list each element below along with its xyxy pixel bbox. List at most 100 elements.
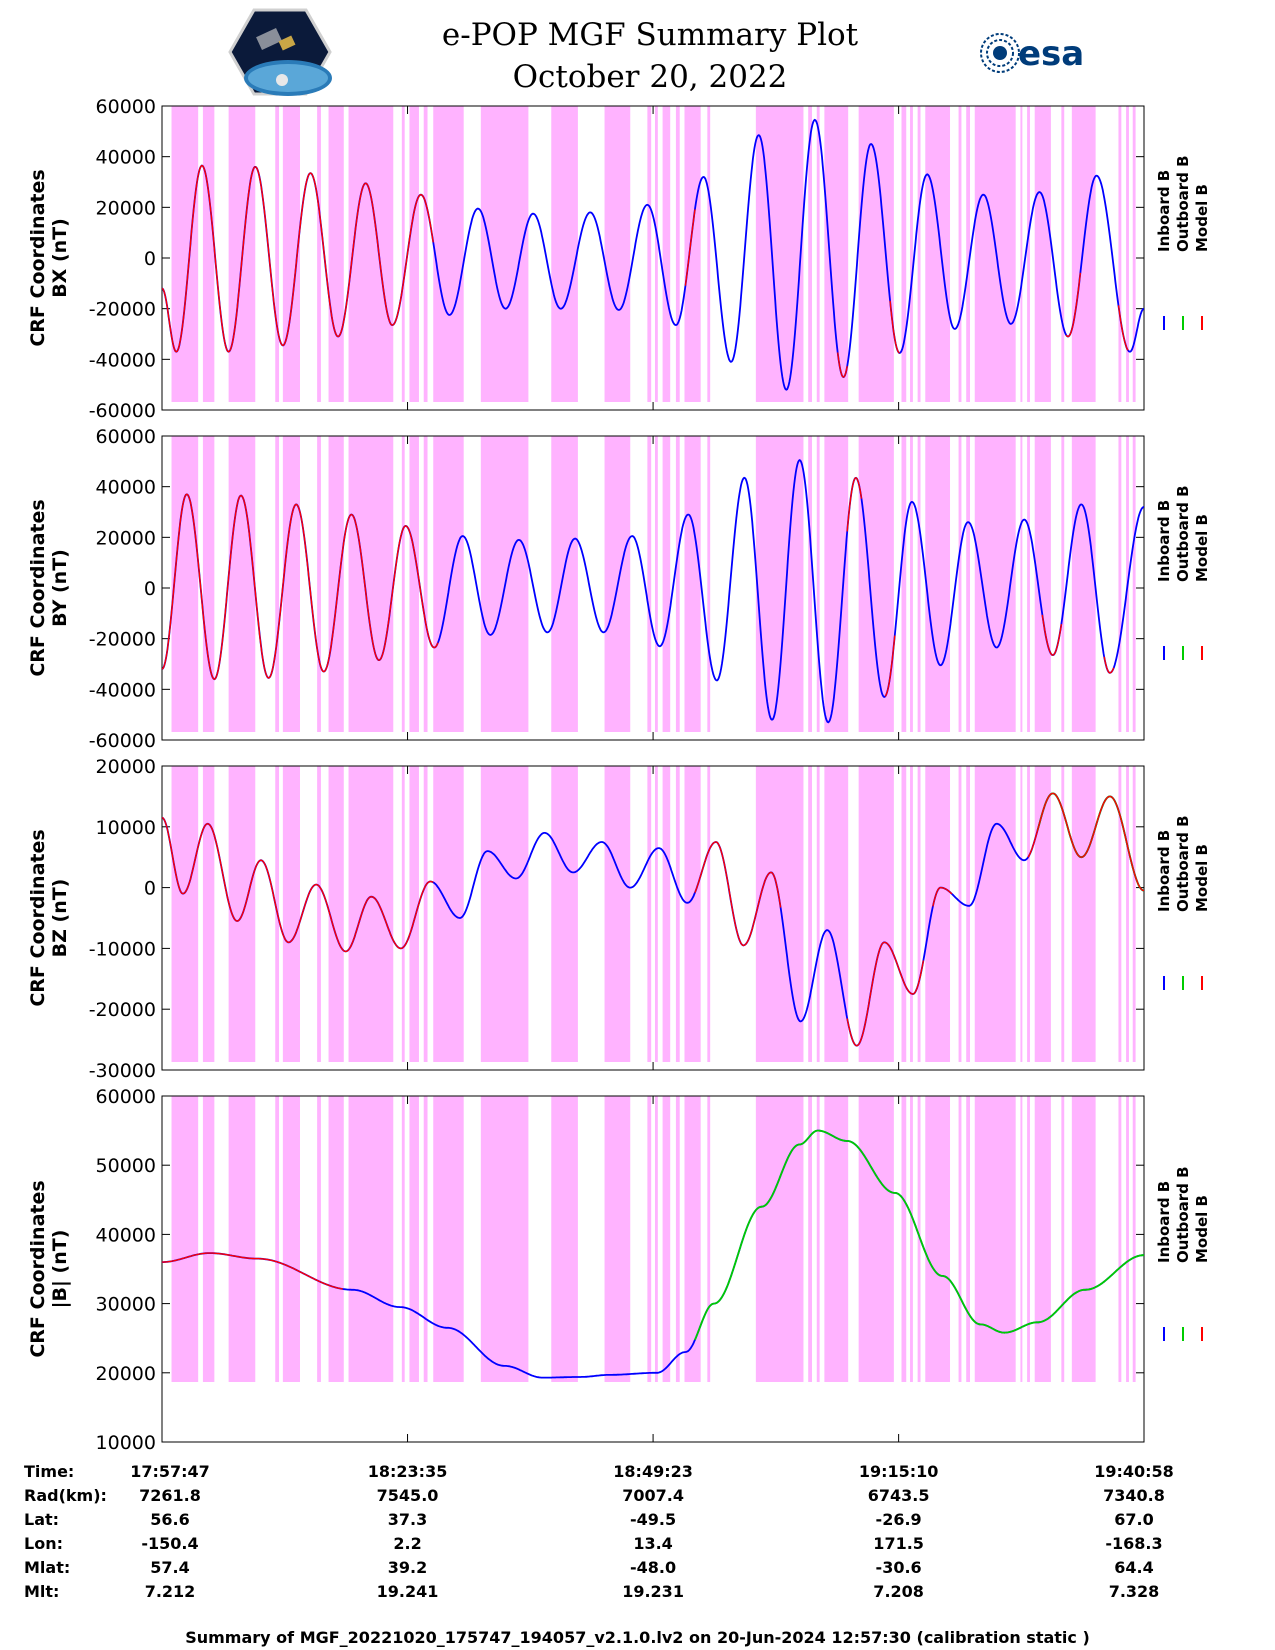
shading-band	[401, 766, 405, 1062]
info-mlat-value: -48.0	[630, 1558, 677, 1577]
rad-label: Rad(km):	[24, 1486, 107, 1505]
y-tick-label: 60000	[96, 428, 156, 448]
shading-band	[1126, 106, 1129, 402]
shading-band	[551, 436, 578, 732]
y-tick-label: -30000	[89, 1060, 156, 1082]
legend-label: Inboard B	[1155, 830, 1173, 912]
shading-band	[647, 436, 652, 732]
y-tick-label: 60000	[96, 1088, 156, 1108]
shading-band	[816, 1096, 820, 1382]
shading-band	[974, 766, 1016, 1062]
model-b-series	[1103, 656, 1115, 674]
shading-band	[1071, 1096, 1096, 1382]
y-tick-label: -10000	[89, 938, 156, 960]
shading-band	[348, 436, 394, 732]
y-axis-label: CRF Coordinates BZ (nT)	[27, 829, 71, 1006]
legend-label: Outboard B	[1174, 485, 1192, 582]
info-mlat-value: 39.2	[387, 1558, 428, 1577]
shading-band	[423, 766, 428, 1062]
info-lat-value: -49.5	[630, 1510, 677, 1529]
y-tick-label: -40000	[89, 679, 156, 701]
shading-band	[348, 1096, 394, 1382]
info-time-value: 19:15:10	[858, 1462, 939, 1481]
shading-band	[675, 106, 680, 402]
y-axis-label-line1: CRF Coordinates	[27, 499, 49, 676]
shading-band	[1132, 1096, 1136, 1382]
shading-band	[433, 766, 464, 1062]
esa-logo: esa	[978, 30, 1102, 76]
shading-band	[328, 766, 344, 1062]
shading-band	[401, 436, 405, 732]
shading-band	[1020, 1096, 1023, 1382]
shading-band	[228, 436, 256, 732]
shading-band	[662, 106, 671, 402]
summary-footer: Summary of MGF_20221020_175747_194057_v2…	[185, 1628, 1090, 1647]
lat-label: Lat:	[24, 1510, 60, 1529]
shading-band	[662, 1096, 671, 1382]
y-tick-label: 0	[144, 248, 156, 270]
info-lon-value: -150.4	[141, 1534, 199, 1553]
legend-label: Outboard B	[1174, 815, 1192, 912]
model-b-series	[846, 476, 863, 532]
shading-band	[202, 106, 215, 402]
info-rad-value: 7545.0	[376, 1486, 439, 1505]
shading-band	[647, 766, 652, 1062]
shading-band	[816, 106, 820, 402]
shading-band	[901, 436, 907, 732]
shading-band	[604, 1096, 631, 1382]
shading-band	[958, 766, 962, 1062]
shading-band	[282, 1096, 300, 1382]
info-lon-value: 171.5	[873, 1534, 924, 1553]
info-time-value: 19:40:58	[1094, 1462, 1174, 1481]
shading-band	[480, 766, 529, 1062]
shading-band	[808, 106, 813, 402]
shading-band	[409, 1096, 419, 1382]
legend-label: Model B	[1193, 1195, 1211, 1263]
y-axis-label: CRF Coordinates BY (nT)	[27, 499, 71, 676]
shading-band	[675, 766, 680, 1062]
shading-band	[858, 1096, 894, 1382]
shading-band	[654, 436, 658, 732]
shading-band	[202, 1096, 215, 1382]
info-lat-value: 37.3	[387, 1510, 428, 1529]
shading-band	[409, 106, 419, 402]
shading-band	[1071, 436, 1096, 732]
shading-band	[910, 1096, 913, 1382]
shading-band	[808, 1096, 813, 1382]
shading-band	[662, 436, 671, 732]
shading-band	[171, 1096, 199, 1382]
shading-band	[958, 1096, 962, 1382]
shading-band	[409, 436, 419, 732]
info-lat-value: 56.6	[150, 1510, 190, 1529]
bx-panel: 60000 40000 20000 0 -20000 -40000 -60000 CRF Co…	[27, 98, 1211, 422]
shading-band	[1061, 766, 1065, 1062]
shading-band	[328, 106, 344, 402]
model-b-series	[1027, 792, 1144, 892]
shading-band	[282, 436, 300, 732]
lon-label: Lon:	[24, 1534, 63, 1553]
shading-band	[228, 1096, 256, 1382]
shading-bands	[171, 436, 1136, 732]
shading-band	[966, 106, 970, 402]
y-axis-label: CRF Coordinates BX (nT)	[27, 169, 71, 346]
shading-band	[917, 436, 921, 732]
shading-band	[1118, 436, 1122, 732]
shading-band	[858, 106, 894, 402]
title-block: e-POP MGF Summary Plot October 20, 2022	[380, 14, 920, 98]
shading-band	[423, 436, 428, 732]
model-b-series	[684, 209, 696, 286]
model-b-series	[837, 352, 848, 378]
shading-band	[348, 106, 394, 402]
shading-band	[910, 436, 913, 732]
shading-band	[917, 1096, 921, 1382]
info-lon-value: 2.2	[393, 1534, 422, 1553]
shading-band	[925, 436, 951, 732]
bz-panel: 20000 10000 0 -10000 -20000 -30000 CRF Coordin…	[27, 758, 1211, 1082]
shading-band	[604, 766, 631, 1062]
shading-band	[1027, 106, 1030, 402]
plot-title: e-POP MGF Summary Plot	[441, 17, 859, 53]
shading-band	[202, 436, 215, 732]
btotal-panel: 60000 50000 40000 30000 20000 10000 CRF Coordi…	[27, 1088, 1211, 1454]
shading-band	[317, 1096, 321, 1382]
shading-bands	[171, 1096, 1136, 1382]
